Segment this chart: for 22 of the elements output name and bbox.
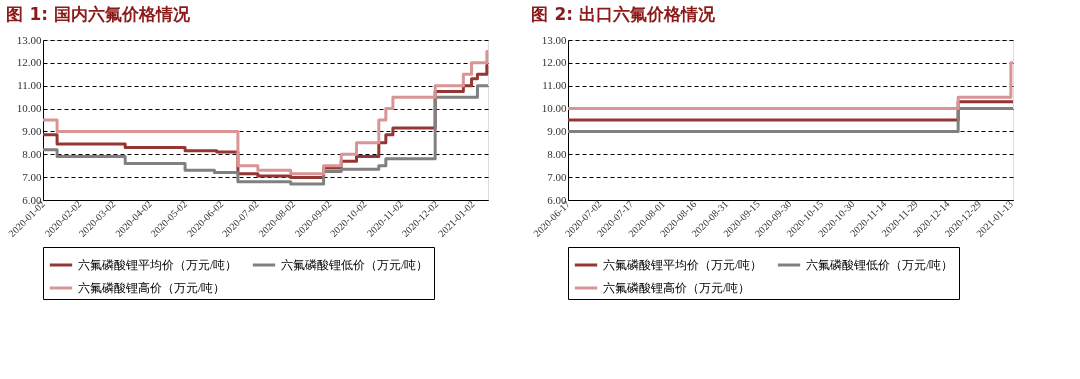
y-tick-label: 7.00 [22,170,42,183]
y-tick-label: 10.00 [541,102,567,115]
chart-title: 图 2: 出口六氟价格情况 [531,4,716,24]
legend-label: 六氟磷酸锂低价（万元/吨） [281,258,429,272]
y-tick-label: 7.00 [547,170,567,183]
y-tick-label: 11.00 [17,79,42,92]
y-tick-label: 13.00 [541,33,567,46]
legend-label: 六氟磷酸锂高价（万元/吨） [603,281,751,295]
y-tick-label: 11.00 [542,79,567,92]
legend-label: 六氟磷酸锂低价（万元/吨） [806,258,954,272]
y-tick-label: 10.00 [16,102,42,115]
legend-label: 六氟磷酸锂平均价（万元/吨） [78,258,238,272]
y-tick-label: 13.00 [16,33,42,46]
y-tick-label: 9.00 [547,124,567,137]
legend-label: 六氟磷酸锂高价（万元/吨） [78,281,226,295]
y-tick-label: 8.00 [547,147,567,160]
chart-title: 图 1: 国内六氟价格情况 [6,4,191,24]
y-tick-label: 8.00 [22,147,42,160]
legend-label: 六氟磷酸锂平均价（万元/吨） [603,258,763,272]
y-tick-label: 12.00 [16,56,42,69]
y-tick-label: 9.00 [22,124,42,137]
y-tick-label: 12.00 [541,56,567,69]
